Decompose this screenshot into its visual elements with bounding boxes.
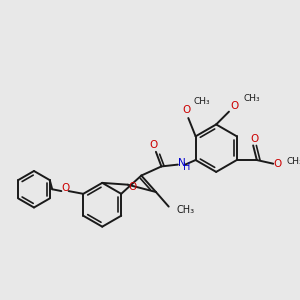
Text: CH₃: CH₃ bbox=[176, 205, 194, 215]
Text: O: O bbox=[230, 101, 238, 111]
Text: O: O bbox=[61, 183, 69, 193]
Text: O: O bbox=[274, 159, 282, 169]
Text: CH₃: CH₃ bbox=[286, 158, 300, 166]
Text: CH₃: CH₃ bbox=[194, 97, 210, 106]
Text: O: O bbox=[128, 182, 136, 192]
Text: H: H bbox=[183, 162, 190, 172]
Text: O: O bbox=[182, 105, 190, 115]
Text: O: O bbox=[149, 140, 157, 150]
Text: CH₃: CH₃ bbox=[244, 94, 260, 103]
Text: O: O bbox=[251, 134, 259, 144]
Text: N: N bbox=[178, 158, 185, 168]
